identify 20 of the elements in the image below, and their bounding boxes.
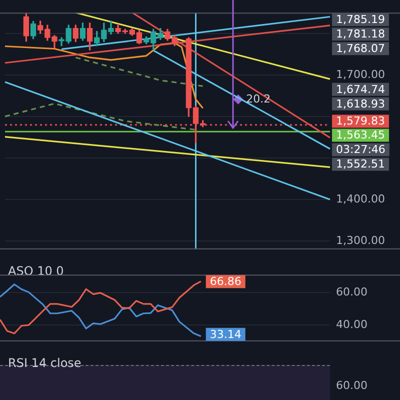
- y-tick-label: 1,300.00: [336, 234, 385, 247]
- chart-title: ASO 10 0: [8, 264, 64, 278]
- line-series: [4, 102, 197, 131]
- data-label: 33.14: [210, 328, 242, 341]
- text: 1,781.18: [336, 27, 385, 40]
- text: RSI 14 close: [8, 356, 82, 370]
- y-tick-label: 1,700.00: [336, 68, 385, 81]
- y-tick-label: 40.00: [336, 318, 368, 331]
- data-label: 66.86: [210, 274, 242, 288]
- text: 1,618.93: [336, 97, 385, 110]
- ref-line-label: 1,579.83: [336, 114, 385, 128]
- text: 03:27:46: [336, 143, 386, 156]
- y-tick-label: 1,400.00: [336, 192, 385, 206]
- text: 1,768.07: [336, 42, 385, 55]
- text: 1,674.74: [336, 82, 385, 96]
- ref-line-label: 1,563.45: [336, 128, 385, 142]
- y-tick-label: 60.00: [336, 285, 368, 298]
- annotation: 20.2: [246, 92, 271, 106]
- text: 1,785.19: [336, 12, 385, 26]
- text: 1,552.51: [336, 158, 385, 171]
